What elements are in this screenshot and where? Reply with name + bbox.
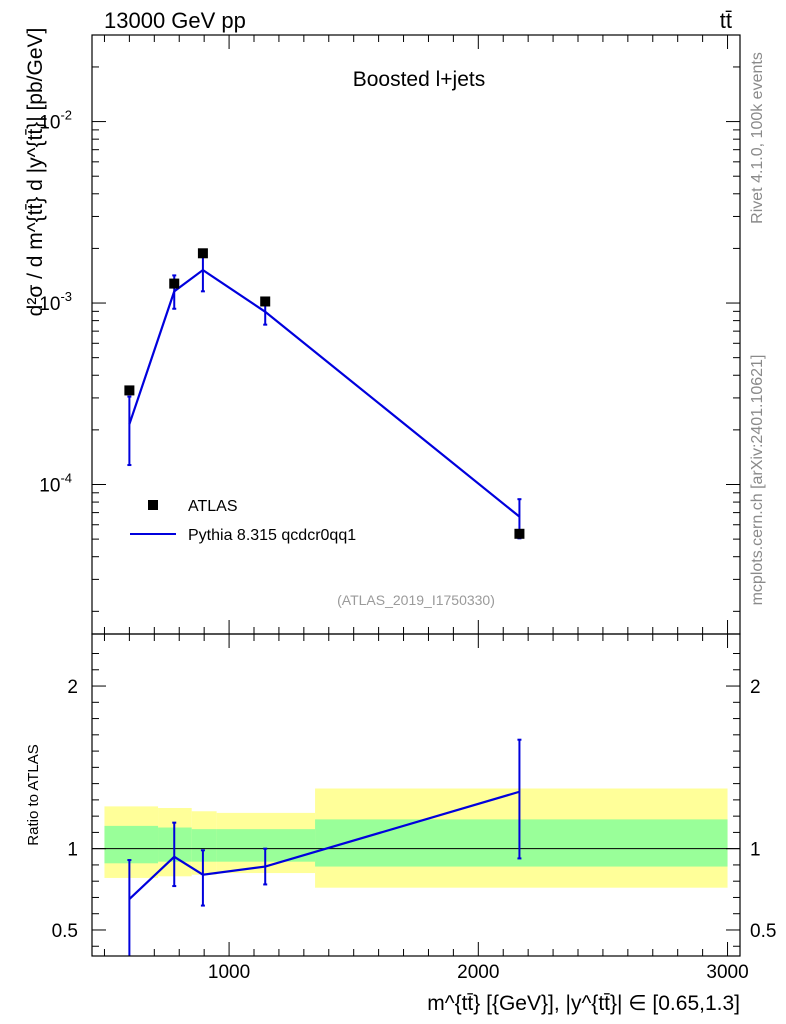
analysis-label: (ATLAS_2019_I1750330) [337, 592, 495, 608]
ratio-green-band [104, 825, 159, 864]
ratio-y-tick-label-right: 1 [750, 840, 761, 861]
main-plot-frame [91, 34, 741, 635]
energy-label: 13000 GeV pp [104, 8, 246, 33]
legend-atlas-label: ATLAS [188, 498, 238, 515]
ratio-green-band [315, 819, 728, 867]
site-label: mcplots.cern.ch [arXiv:2401.10621] [749, 355, 766, 606]
ratio-y-tick-label-right: 2 [750, 677, 761, 698]
ratio-y-tick-label-right: 0.5 [750, 921, 776, 942]
ratio-y-tick-label-left: 0.5 [52, 921, 78, 942]
atlas-data-point [260, 296, 271, 307]
y-tick-label: 10-4 [39, 470, 72, 496]
ratio-pythia-line [128, 790, 520, 900]
rivet-label: Rivet 4.1.0, 100k events [749, 52, 766, 224]
atlas-data-point [124, 385, 135, 396]
legend: ATLAS Pythia 8.315 qcdcr0qq1 [130, 498, 356, 544]
main-y-axis-label: d²σ / d m^{tt̄} d |y^{tt̄}| [pb/GeV] [24, 28, 47, 317]
main-title: Boosted l+jets [353, 68, 486, 91]
main-data-layer [124, 248, 525, 540]
x-tick-label: 3000 [706, 962, 748, 983]
legend-pythia-label: Pythia 8.315 qcdcr0qq1 [188, 527, 356, 544]
legend-atlas-marker [148, 500, 158, 510]
process-label: tt̄ [720, 8, 732, 33]
ratio-plot-frame [91, 633, 741, 957]
main-plot-panel: 10-410-310-2 Boosted l+jets (ATLAS_2019_… [24, 28, 741, 635]
x-tick-label: 2000 [457, 962, 499, 983]
ratio-green-band [191, 829, 217, 862]
ratio-data-layer [127, 738, 522, 956]
ratio-y-tick-label-left: 1 [67, 840, 78, 861]
atlas-data-point [169, 278, 180, 289]
x-tick-label: 1000 [208, 962, 250, 983]
main-axis-ticks: 10-410-310-2 [39, 34, 740, 634]
atlas-data-point [514, 528, 525, 539]
ratio-y-tick-label-left: 2 [67, 677, 78, 698]
atlas-data-point [197, 248, 208, 259]
pythia-line [128, 268, 521, 518]
x-axis-label: m^{tt̄} [{GeV}], |y^{tt̄}| ∈ [0.65,1.3] [427, 992, 740, 1015]
ratio-y-axis-label: Ratio to ATLAS [25, 744, 42, 845]
